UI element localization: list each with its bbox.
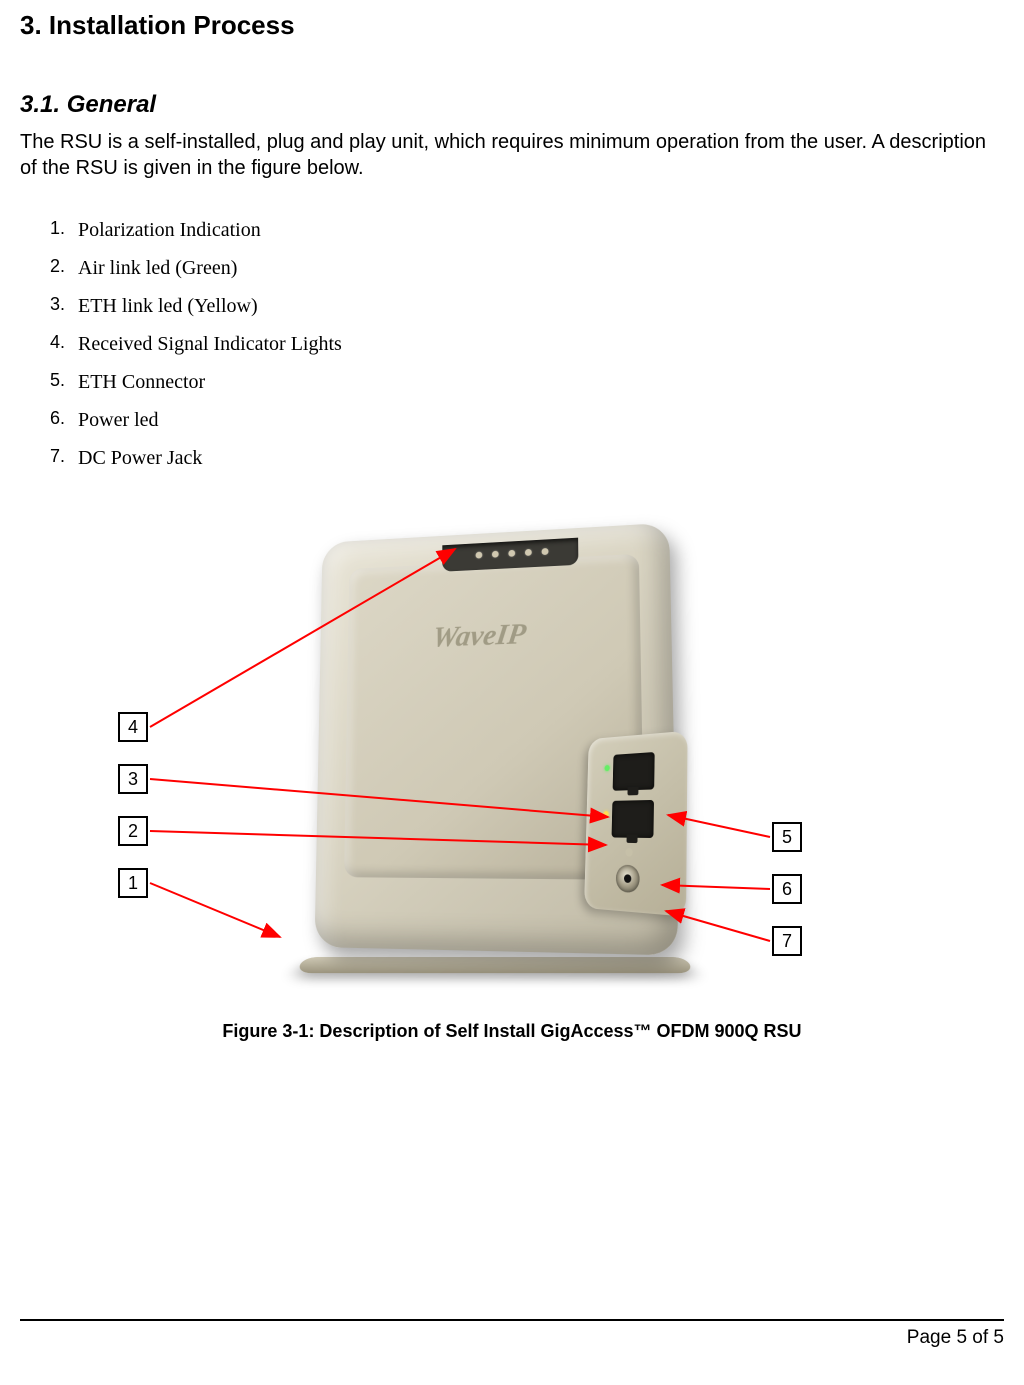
callout-7: 7	[772, 926, 802, 956]
dc-power-jack-icon	[616, 864, 640, 893]
page-footer: Page 5 of 5	[20, 1319, 1004, 1349]
legend-item: Air link led (Green)	[50, 249, 1004, 287]
device-logo: WaveIP	[429, 615, 591, 660]
legend-item: ETH link led (Yellow)	[50, 287, 1004, 325]
body-paragraph: The RSU is a self-installed, plug and pl…	[20, 129, 1004, 181]
legend-item: ETH Connector	[50, 363, 1004, 401]
port-panel	[584, 731, 688, 917]
legend-list: Polarization Indication Air link led (Gr…	[50, 211, 1004, 477]
figure-area: WaveIP 4 3 2 1 5 6 7	[20, 487, 1004, 1067]
callout-1: 1	[118, 868, 148, 898]
callout-6: 6	[772, 874, 802, 904]
callout-5: 5	[772, 822, 802, 852]
callout-2: 2	[118, 816, 148, 846]
device-illustration: WaveIP	[270, 487, 710, 987]
legend-item: DC Power Jack	[50, 439, 1004, 477]
eth-link-led-icon	[603, 811, 608, 817]
subsection-title: 3.1. General	[20, 91, 1004, 119]
air-link-led-icon	[605, 765, 610, 771]
callout-4: 4	[118, 712, 148, 742]
legend-item: Received Signal Indicator Lights	[50, 325, 1004, 363]
eth-connector-icon	[613, 752, 655, 791]
eth-port-icon	[612, 800, 654, 838]
section-title: 3. Installation Process	[20, 10, 1004, 41]
legend-item: Power led	[50, 401, 1004, 439]
figure-caption: Figure 3-1: Description of Self Install …	[20, 1021, 1004, 1042]
power-led-icon	[625, 848, 632, 857]
legend-item: Polarization Indication	[50, 211, 1004, 249]
callout-3: 3	[118, 764, 148, 794]
